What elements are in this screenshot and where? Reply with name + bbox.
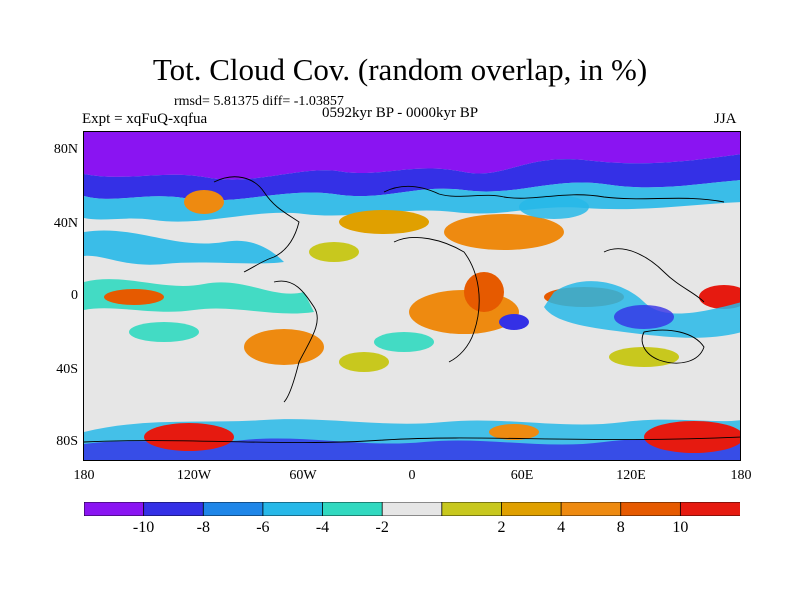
anomaly-region — [489, 424, 539, 440]
lon-label: 180 — [73, 468, 95, 483]
anomaly-region — [129, 322, 199, 342]
anomaly-region — [644, 421, 740, 453]
plot-title: Tot. Cloud Cov. (random overlap, in %) — [152, 52, 648, 87]
colorbar-label: -2 — [375, 519, 389, 536]
lon-label: 120E — [616, 468, 646, 483]
colorbar-swatch — [679, 502, 740, 516]
colorbar-swatch — [560, 502, 622, 516]
colorbar-label: -10 — [132, 519, 155, 536]
coastlines — [84, 176, 740, 444]
lat-label: 40N — [53, 216, 78, 231]
anomaly-region — [84, 180, 740, 222]
colorbar-swatch — [381, 502, 443, 516]
colorbar-label: 2 — [497, 519, 506, 536]
map-panel — [83, 131, 741, 461]
colorbar-swatch — [202, 502, 264, 516]
anomaly-region — [499, 314, 529, 330]
anomaly-region — [84, 132, 740, 180]
colorbar-label: 4 — [557, 519, 566, 536]
anomaly-region — [519, 195, 589, 219]
anomaly-region — [699, 285, 740, 309]
period-label: 0592kyr BP - 0000kyr BP — [322, 105, 479, 121]
lon-label: 180 — [730, 468, 752, 483]
stats-line: rmsd= 5.81375 diff= -1.03857 — [174, 94, 344, 109]
anomaly-region — [84, 230, 284, 265]
anomaly-region — [444, 214, 564, 250]
colorbar-swatch — [143, 502, 205, 516]
anomaly-region — [609, 347, 679, 367]
anomaly-region — [184, 190, 224, 214]
anomaly-region — [144, 423, 234, 451]
lat-label: 80S — [56, 434, 78, 449]
anomaly-region — [614, 305, 674, 329]
anomaly-region — [84, 438, 740, 460]
colorbar-swatch — [84, 502, 145, 516]
anomaly-region — [339, 352, 389, 372]
colorbar — [84, 502, 740, 516]
colorbar-label: -8 — [196, 519, 210, 536]
anomaly-region — [464, 272, 504, 312]
colorbar-label: -4 — [315, 519, 330, 536]
colorbar-label: 10 — [672, 519, 689, 536]
colorbar-label: -6 — [256, 519, 270, 536]
season-label: JJA — [714, 111, 737, 127]
colorbar-swatch — [501, 502, 562, 516]
anomaly-region — [374, 332, 434, 352]
lat-label: 80N — [53, 142, 78, 157]
colorbar-label: 8 — [616, 519, 625, 536]
colorbar-swatch — [322, 502, 384, 516]
lat-label: 0 — [71, 288, 78, 303]
anomaly-region — [104, 289, 164, 305]
lat-label: 40S — [56, 362, 78, 377]
map-canvas — [84, 132, 740, 460]
colorbar-swatch — [620, 502, 682, 516]
anomaly-region — [84, 279, 314, 314]
experiment-label: Expt = xqFuQ-xqfua — [82, 111, 208, 127]
lon-label: 120W — [176, 468, 212, 483]
lon-label: 0 — [408, 468, 416, 483]
anomaly-region — [244, 329, 324, 365]
colorbar-svg — [84, 502, 740, 516]
anomaly-region — [339, 210, 429, 234]
anomaly-region — [309, 242, 359, 262]
colorbar-swatch — [441, 502, 503, 516]
anomaly-region — [84, 154, 740, 201]
lon-label: 60E — [510, 468, 534, 483]
colorbar-swatch — [262, 502, 324, 516]
lon-label: 60W — [289, 468, 317, 483]
